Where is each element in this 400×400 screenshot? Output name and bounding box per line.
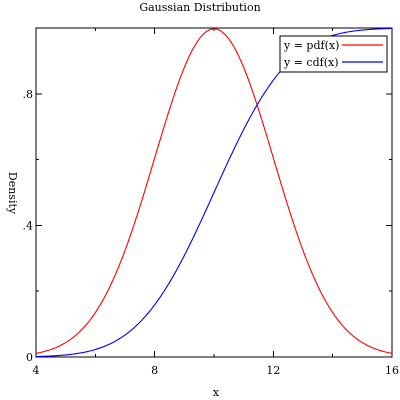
x-tick-label: 8 (151, 364, 158, 377)
y-tick-label: 0 (26, 351, 33, 364)
x-axis: 4 8 12 16 (33, 28, 399, 377)
legend-label: y = pdf(x) (283, 39, 339, 52)
series-line-pdf (35, 28, 393, 354)
y-tick-label: .8 (23, 88, 34, 101)
legend-box (279, 35, 388, 73)
x-tick-label: 12 (266, 364, 280, 377)
series-line-cdf (35, 27, 393, 358)
series-lines (35, 27, 393, 358)
x-tick-label: 16 (385, 364, 399, 377)
y-axis-label: Density (6, 172, 19, 215)
legend: y = pdf(x) y = cdf(x) (279, 35, 388, 73)
y-axis: 0 .4 .8 (23, 27, 392, 364)
x-tick-label: 4 (33, 364, 40, 377)
chart-title: Gaussian Distribution (139, 1, 260, 14)
y-tick-label: .4 (23, 219, 34, 232)
x-axis-label: x (213, 386, 220, 399)
legend-label: y = cdf(x) (283, 56, 338, 69)
